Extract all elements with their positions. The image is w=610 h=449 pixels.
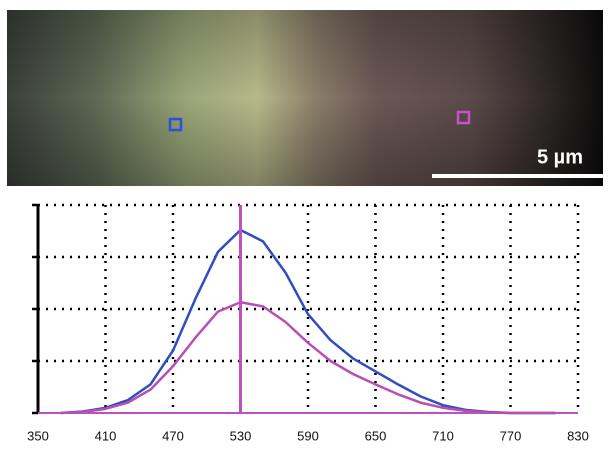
x-tick-label: 350 — [27, 428, 49, 443]
x-tick-label: 650 — [365, 428, 387, 443]
x-tick-label: 710 — [432, 428, 454, 443]
scale-bar-label: 5 µm — [537, 146, 583, 168]
x-tick-label: 410 — [95, 428, 117, 443]
blue-roi — [168, 117, 183, 132]
x-tick-label: 470 — [162, 428, 184, 443]
micrograph: 5 µm — [7, 10, 603, 186]
series-line — [60, 300, 556, 415]
plot: 350 410 470 530 590 650 710 770 830 — [27, 203, 589, 443]
magenta-roi — [456, 110, 471, 125]
x-tick-label: 830 — [567, 428, 589, 443]
x-tick-label: 530 — [230, 428, 252, 443]
x-tick-label: 770 — [500, 428, 522, 443]
x-tick-label: 590 — [297, 428, 319, 443]
